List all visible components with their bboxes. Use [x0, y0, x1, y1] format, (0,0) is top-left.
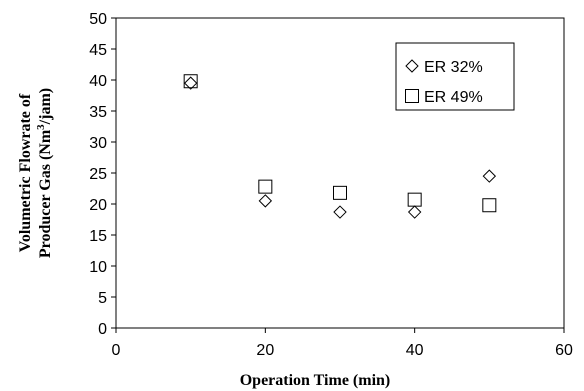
- data-point-square: [258, 179, 273, 194]
- x-tick-label: 0: [112, 342, 121, 359]
- x-tick-label: 20: [256, 342, 274, 359]
- y-axis-ticks: 0 5 10 15 20 25 30 35 40 45 50: [89, 11, 116, 338]
- data-markers: [183, 74, 497, 219]
- data-point-square: [407, 192, 422, 207]
- data-point-diamond: [183, 76, 198, 90]
- data-point-diamond: [333, 205, 347, 219]
- y-tick-label: 45: [89, 42, 107, 59]
- y-tick-label: 20: [89, 197, 107, 214]
- x-axis-ticks: 0 20 40 60: [112, 328, 573, 359]
- y-tick-label: 35: [89, 104, 107, 121]
- data-point-diamond: [258, 194, 273, 208]
- x-tick-label: 60: [555, 342, 573, 359]
- legend-marker-diamond: [405, 59, 419, 73]
- y-axis-title-superscript: 3: [35, 124, 47, 130]
- y-axis-title-line-2: Producer Gas (Nm3/jam): [35, 88, 54, 258]
- data-point-square: [482, 198, 497, 213]
- y-tick-label: 50: [89, 11, 107, 28]
- legend-box: [395, 42, 515, 111]
- y-tick-label: 10: [89, 259, 107, 276]
- y-axis-title-line-1: Volumetric Flowrate of: [17, 93, 34, 252]
- y-tick-label: 0: [98, 321, 107, 338]
- legend: ER 32% ER 49%: [395, 42, 515, 111]
- data-point-square: [183, 74, 198, 89]
- legend-label: ER 32%: [424, 59, 483, 76]
- x-tick-label: 40: [406, 342, 424, 359]
- legend-label: ER 49%: [424, 89, 483, 106]
- y-tick-label: 5: [98, 290, 107, 307]
- data-point-square: [333, 185, 347, 200]
- y-tick-label: 25: [89, 166, 107, 183]
- y-tick-label: 15: [89, 228, 107, 245]
- data-point-diamond: [482, 169, 497, 183]
- data-point-diamond: [407, 205, 422, 219]
- x-axis-title: Operation Time (min): [240, 372, 391, 389]
- y-tick-label: 30: [89, 135, 107, 152]
- y-tick-label: 40: [89, 73, 107, 90]
- legend-marker-square: [405, 89, 419, 103]
